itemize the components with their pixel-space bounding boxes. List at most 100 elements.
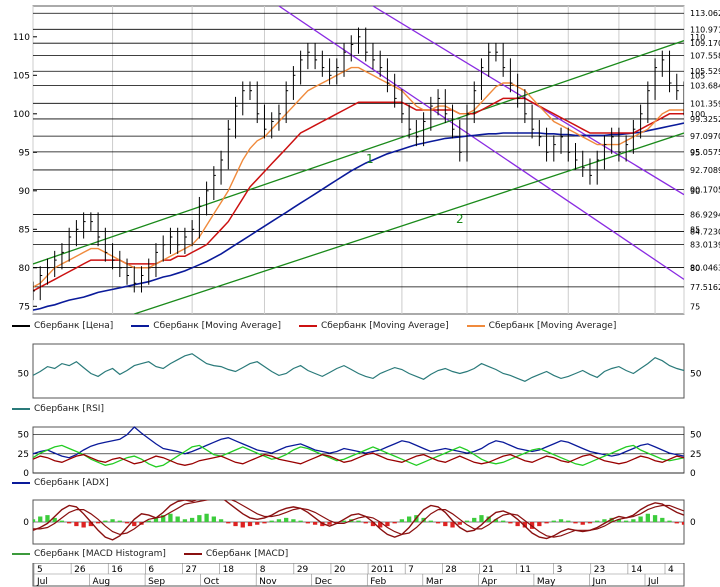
- date-top-label: 29: [297, 565, 309, 575]
- date-top-label: 18: [223, 565, 235, 575]
- rsi-legend-swatch: [12, 408, 30, 410]
- date-top-label: 6: [148, 565, 154, 575]
- date-bottom-label: Jul: [647, 577, 659, 587]
- price-y-tick-label: 105: [13, 71, 30, 81]
- macd-histogram-bar: [33, 519, 36, 522]
- macd-histogram-bar: [38, 516, 43, 522]
- macd-histogram-bar: [674, 522, 679, 524]
- adx-chart: 0 0 25 25 50 50: [18, 426, 702, 477]
- macd-histogram-bar: [544, 522, 549, 524]
- macd-histogram-bar: [464, 520, 470, 522]
- macd-histogram-bar: [566, 520, 571, 522]
- date-bottom-label: Mar: [426, 577, 443, 587]
- price-y-tick-label-right: 75: [690, 302, 700, 311]
- date-top-label: 26: [74, 565, 86, 575]
- price-legend-swatch: [12, 325, 30, 327]
- macd-histogram-bar: [312, 522, 318, 525]
- price-level-label: 107.558: [690, 52, 720, 61]
- price-y-tick-label: 80: [19, 264, 31, 274]
- ma-blue-legend-label: Сбербанк [Moving Average]: [153, 321, 281, 331]
- price-y-tick-label-right: 100: [690, 110, 705, 119]
- macd-signal-line: [33, 500, 684, 538]
- macd-histogram-bar: [189, 517, 195, 522]
- macd-histogram-bar: [681, 522, 684, 525]
- macd-histogram-bar: [284, 517, 289, 522]
- price-level-label: 77.5162: [690, 283, 720, 292]
- price-level-label: 103.684: [690, 81, 720, 90]
- price-y-tick-label: 95: [19, 148, 30, 158]
- macd-histogram-bar: [616, 519, 622, 522]
- macd-histogram-bar: [356, 520, 361, 522]
- price-y-tick-label-right: 85: [690, 225, 700, 234]
- macd-histogram-bar: [428, 520, 433, 522]
- macd-histogram-bar: [95, 522, 101, 524]
- macd-histogram-bar: [399, 519, 405, 522]
- macd-legend-label: Сбербанк [MACD]: [205, 549, 289, 559]
- date-bottom-label: Nov: [259, 577, 277, 587]
- macd-y-tick-label: 0: [23, 518, 29, 528]
- macd-histogram-bar: [182, 519, 188, 522]
- macd-legend: Сбербанк [MACD Histogram] Сбербанк [MACD…: [12, 549, 288, 559]
- channel-label-2: 2: [456, 212, 464, 226]
- date-top-label: 11: [520, 565, 531, 575]
- price-chart: 113.062 110.971 109.170 107.558 105.529 103.6…: [13, 5, 720, 315]
- macd-histogram-bar: [660, 517, 665, 522]
- macd-histogram-bar: [110, 519, 115, 522]
- macd-histogram-bar: [81, 522, 86, 528]
- macd-histogram-bar: [269, 520, 274, 522]
- macd-histogram-bar: [595, 520, 600, 522]
- price-level-label: 83.0139: [690, 241, 720, 250]
- macd-y-tick-label-right: 0: [690, 518, 696, 528]
- price-level-label: 95.0575: [690, 148, 720, 157]
- macd-histogram-bar: [226, 522, 231, 524]
- macd-histogram-bar: [175, 516, 180, 522]
- ma-red-line: [33, 97, 684, 292]
- adx-legend-swatch: [12, 482, 30, 484]
- macd-histogram-bar: [623, 520, 629, 522]
- price-level-label: 105.529: [690, 67, 720, 76]
- ma-orange-legend-swatch: [466, 325, 485, 327]
- date-bottom-label: Jun: [591, 577, 606, 587]
- macd-histogram-bar: [587, 522, 593, 524]
- macd-histogram-bar: [450, 522, 455, 528]
- adx-y-tick-label: 25: [18, 450, 29, 460]
- macd-histogram-bar: [652, 515, 658, 522]
- date-top-label: 3: [557, 565, 563, 575]
- price-y-tick-label-right: 80: [690, 264, 700, 273]
- macd-histogram-bar: [298, 520, 303, 522]
- price-level-label: 109.170: [690, 39, 720, 48]
- price-level-label: 80.0463: [690, 263, 720, 272]
- macd-histogram-bar: [515, 522, 520, 527]
- macd-histogram-bar: [363, 522, 368, 524]
- price-level-label: 90.1705: [690, 185, 720, 194]
- macd-histogram-bar: [537, 522, 542, 527]
- macd-hist-legend-label: Сбербанк [MACD Histogram]: [34, 549, 166, 559]
- price-y-tick-label-right: 95: [690, 148, 700, 157]
- macd-histogram-bar: [341, 520, 347, 522]
- macd-histogram-bar: [501, 520, 506, 522]
- date-top-label: 23: [594, 565, 605, 575]
- adx-y-tick-label-right: 25: [690, 450, 701, 460]
- price-level-label: 113.062: [690, 9, 720, 18]
- ma-red-legend-label: Сбербанк [Moving Average]: [320, 321, 449, 331]
- rsi-y-tick-label: 50: [18, 369, 30, 379]
- macd-hist-legend-swatch: [12, 553, 30, 555]
- price-y-tick-label: 85: [19, 225, 30, 235]
- macd-histogram-bar: [457, 522, 462, 525]
- macd-histogram-bar: [392, 522, 397, 524]
- macd-histogram-bar: [52, 517, 57, 522]
- adx-legend-label: Сбербанк [ADX]: [34, 478, 109, 488]
- date-top-label: 2011: [371, 565, 394, 575]
- macd-histogram-bar: [508, 522, 513, 524]
- macd-histogram-bar: [74, 522, 79, 527]
- date-bottom-label: Aug: [93, 577, 111, 587]
- date-top-label: 28: [445, 565, 457, 575]
- date-bottom-label: Sep: [148, 577, 165, 587]
- date-top-label: 7: [408, 565, 414, 575]
- macd-histogram-bar: [638, 516, 643, 522]
- macd-histogram-bar: [233, 522, 238, 527]
- price-y-tick-label: 100: [13, 110, 30, 120]
- channel-label-1: 1: [366, 152, 374, 166]
